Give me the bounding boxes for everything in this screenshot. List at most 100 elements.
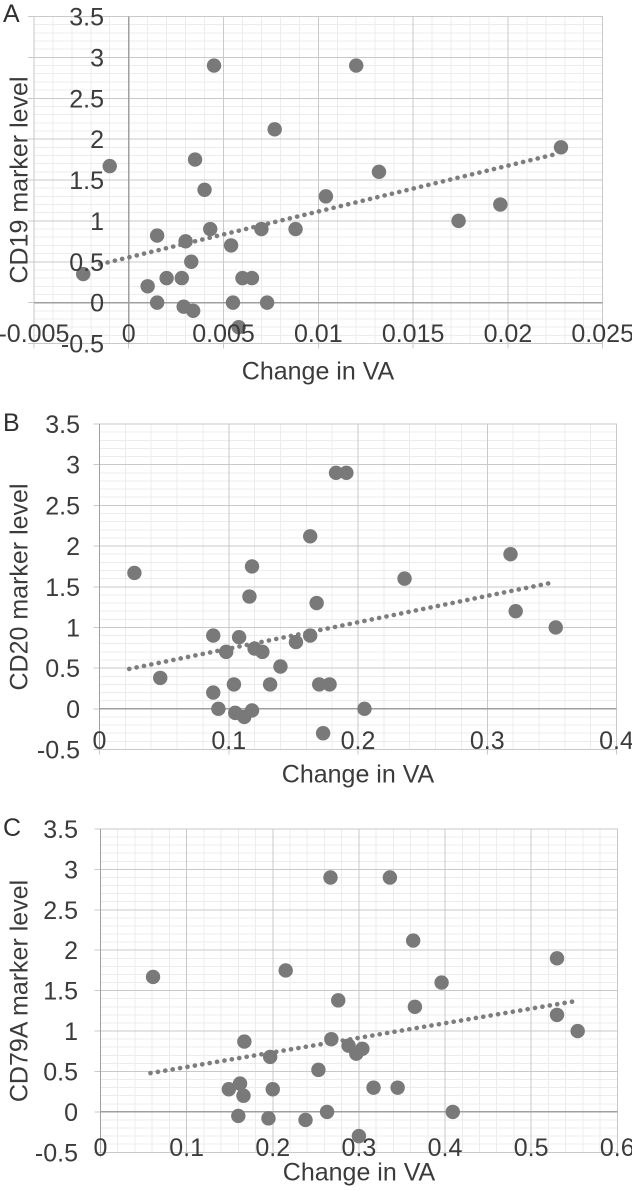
data-point xyxy=(75,266,91,282)
y-tick-label: 3.5 xyxy=(69,4,104,32)
major-gridlines xyxy=(94,828,618,1158)
data-point xyxy=(451,213,466,229)
data-point xyxy=(174,270,189,286)
data-point xyxy=(549,951,565,966)
data-point xyxy=(244,270,260,286)
data-point xyxy=(355,1041,370,1057)
data-point xyxy=(185,303,201,318)
y-tick-label: 0.5 xyxy=(43,1058,78,1086)
data-point xyxy=(254,221,269,237)
x-tick-label: 0.4 xyxy=(428,1134,463,1162)
scatter-plot-a: 3.5 3 2.5 2 1.5 1 0.5 0 -0.5-0.005 0 0.005 0.01 0.01… xyxy=(0,4,632,359)
data-point xyxy=(319,1104,335,1120)
x-axis-title-c: Change in VA xyxy=(282,1158,436,1187)
x-tick-label: 0 xyxy=(122,320,136,348)
plot-border xyxy=(33,16,604,344)
tick-labels: 3.5 3 2.5 2 1.5 1 0.5 0 -0.5-0.005 0 0.005 0.01 0.01… xyxy=(0,4,632,359)
data-point xyxy=(237,1034,252,1049)
data-point xyxy=(508,603,523,619)
data-point xyxy=(267,122,282,137)
x-tick-label: 0.2 xyxy=(255,1134,290,1162)
data-point xyxy=(312,677,327,692)
trend-line xyxy=(126,580,555,672)
data-point xyxy=(278,963,293,978)
data-point xyxy=(371,164,387,180)
data-point xyxy=(549,1007,565,1023)
data-point xyxy=(382,870,398,885)
y-tick-label: -0.5 xyxy=(37,737,80,765)
data-point xyxy=(231,1108,246,1124)
y-tick-label: 2.5 xyxy=(45,492,80,520)
data-point xyxy=(323,870,338,885)
y-tick-label: 2 xyxy=(90,126,104,154)
data-point xyxy=(434,975,449,990)
data-point xyxy=(242,589,257,604)
data-point xyxy=(255,644,270,660)
y-tick-label: 1 xyxy=(64,1018,78,1046)
x-tick-label: 0.02 xyxy=(484,320,533,348)
tick-labels: 3.5 3 2.5 2 1.5 1 0.5 0 -0.5 0 0.1 0.2 0.3 0.4 0.5 0.6 xyxy=(35,816,632,1167)
data-point xyxy=(331,993,346,1008)
x-axis-title-b: Change in VA xyxy=(281,760,435,789)
y-tick-label: 3 xyxy=(90,44,104,72)
data-point xyxy=(366,1080,381,1095)
data-point xyxy=(244,559,260,574)
y-tick-label: 3.5 xyxy=(45,411,80,439)
x-tick-label: 0.6 xyxy=(600,1134,632,1162)
x-tick-label: 0.3 xyxy=(342,1134,377,1162)
x-tick-label: 0.01 xyxy=(294,320,343,348)
y-tick-label: 1.5 xyxy=(43,978,78,1006)
y-tick-label: 0 xyxy=(66,696,80,724)
data-point xyxy=(153,670,168,686)
data-point xyxy=(225,295,241,310)
axis-lines xyxy=(33,16,603,344)
data-point xyxy=(288,221,303,237)
data-point xyxy=(203,221,218,237)
panel-label-a: A xyxy=(3,0,20,28)
y-tick-label: 3 xyxy=(66,452,80,480)
x-tick-label: 0.015 xyxy=(382,320,445,348)
data-point xyxy=(351,1128,367,1144)
data-point xyxy=(309,595,324,611)
data-point xyxy=(318,189,334,204)
data-point xyxy=(397,571,412,586)
data-point xyxy=(493,197,508,212)
x-tick-label: 0 xyxy=(93,727,107,755)
data-point xyxy=(503,547,518,562)
data-point xyxy=(570,1023,585,1039)
x-tick-label: 0.4 xyxy=(599,727,632,755)
data-point xyxy=(140,279,155,294)
y-tick-label: 1.5 xyxy=(45,574,80,602)
data-point xyxy=(211,701,226,717)
data-point xyxy=(206,685,221,700)
x-tick-label: 0.1 xyxy=(211,727,246,755)
scatter-plot-c: 3.5 3 2.5 2 1.5 1 0.5 0 -0.5 0 0.1 0.2 0.3 0.4 0.5 0.6 xyxy=(35,816,632,1167)
trend-line xyxy=(148,998,578,1076)
data-point xyxy=(149,228,165,243)
data-point xyxy=(102,158,117,174)
data-points xyxy=(145,870,585,1144)
trend-line xyxy=(97,152,556,267)
data-point xyxy=(315,726,331,741)
y-tick-label: 0 xyxy=(90,290,104,318)
y-tick-label: 2.5 xyxy=(43,897,78,925)
panel-c: C CD79A marker level 3.5 3 2.5 2 1.5 1 0.5 0 -0.… xyxy=(0,790,632,1191)
major-gridlines xyxy=(93,423,617,755)
data-point xyxy=(553,140,569,155)
data-point xyxy=(262,677,278,692)
y-tick-label: -0.5 xyxy=(61,331,104,359)
y-tick-label: -0.5 xyxy=(35,1139,78,1167)
y-tick-label: 1.5 xyxy=(69,167,104,195)
data-point xyxy=(311,1062,326,1078)
major-gridlines xyxy=(27,16,604,349)
y-tick-label: 1 xyxy=(66,614,80,642)
data-point xyxy=(197,182,212,198)
data-point xyxy=(145,969,161,985)
data-point xyxy=(339,465,354,481)
y-tick-label: 3.5 xyxy=(43,816,78,844)
axis-lines xyxy=(99,829,618,1153)
x-axis-title-a: Change in VA xyxy=(241,357,395,386)
y-tick-label: 2.5 xyxy=(69,85,104,113)
data-point xyxy=(236,1088,251,1103)
scatter-plot-b: 3.5 3 2.5 2 1.5 1 0.5 0 -0.5 0 0.1 0.2 0.3 0.4 xyxy=(37,411,632,765)
